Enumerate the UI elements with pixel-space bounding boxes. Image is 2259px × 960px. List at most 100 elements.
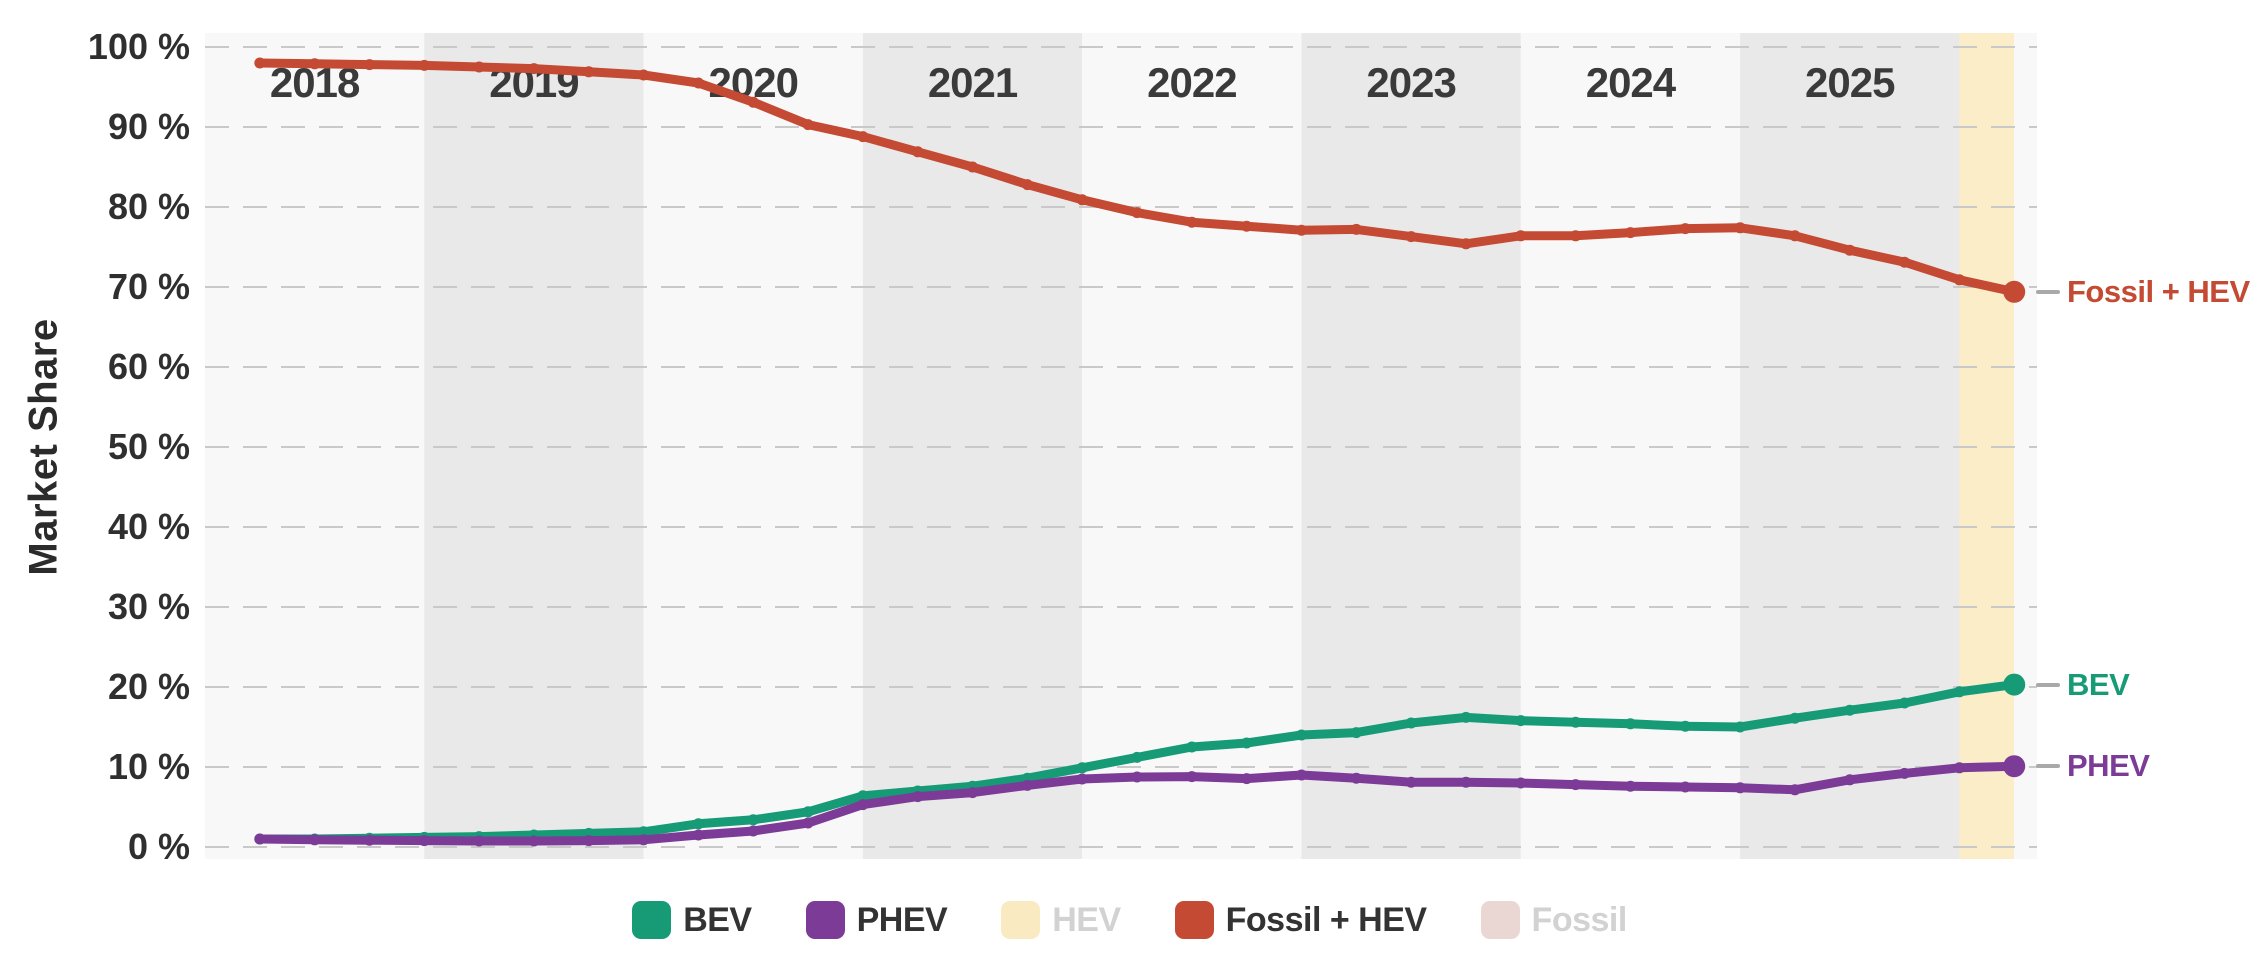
y-tick-label-10: 10 % (107, 746, 190, 787)
data-point-fossil-hev (1679, 223, 1691, 235)
data-point-fossil-hev (1405, 231, 1417, 243)
legend-item-bev[interactable]: BEV (632, 900, 752, 940)
data-point-phev (254, 833, 266, 845)
data-point-phev (1241, 773, 1253, 785)
end-point-fossil-hev (2003, 280, 2026, 303)
y-tick-label-30: 30 % (107, 586, 190, 627)
data-point-bev (1789, 712, 1801, 724)
data-point-fossil-hev (418, 59, 430, 71)
plot-tail-padding (2014, 33, 2037, 859)
end-label-text: Fossil + HEV (2067, 273, 2250, 309)
data-point-phev (1186, 771, 1198, 783)
data-point-phev (857, 799, 869, 811)
data-point-fossil-hev (1624, 227, 1636, 239)
data-point-bev (1186, 741, 1198, 753)
year-band-2022 (1082, 33, 1302, 859)
year-band-2018 (205, 33, 425, 859)
data-point-bev (802, 806, 814, 818)
data-point-fossil-hev (1296, 224, 1307, 236)
data-point-bev (692, 818, 704, 830)
legend-label-fossil-hev: Fossil + HEV (1225, 900, 1427, 939)
legend-swatch-hev (1001, 901, 1041, 939)
legend-label-bev: BEV (683, 900, 752, 939)
data-point-fossil-hev (309, 58, 321, 70)
data-point-phev (802, 817, 814, 829)
data-point-fossil-hev (1241, 220, 1253, 232)
data-point-phev (309, 834, 321, 846)
data-point-fossil-hev (1570, 230, 1582, 242)
legend-swatch-fossil-hev (1174, 901, 1214, 939)
data-point-fossil-hev (1021, 179, 1033, 191)
legend-item-phev[interactable]: PHEV (805, 900, 948, 940)
data-point-fossil-hev (747, 96, 759, 108)
end-label-text: PHEV (2067, 748, 2150, 784)
data-point-fossil-hev (638, 69, 650, 81)
data-point-fossil-hev (254, 57, 266, 69)
y-tick-label-50: 50 % (107, 426, 190, 467)
data-point-phev (1405, 776, 1417, 788)
legend-item-fossil-hev[interactable]: Fossil + HEV (1174, 900, 1427, 940)
data-point-bev (1734, 721, 1746, 733)
y-tick-label-60: 60 % (107, 346, 190, 387)
end-point-phev (2003, 755, 2026, 778)
y-tick-label-70: 70 % (107, 266, 190, 307)
data-point-fossil-hev (692, 77, 704, 89)
data-point-bev (1624, 718, 1636, 730)
data-point-fossil-hev (1515, 230, 1527, 242)
data-point-phev (363, 834, 375, 846)
data-point-fossil-hev (473, 61, 485, 73)
end-label-text: BEV (2067, 666, 2130, 702)
data-point-phev (473, 835, 485, 847)
year-label-2021: 2021 (928, 59, 1018, 106)
data-point-bev (1296, 729, 1307, 741)
data-point-bev (1460, 711, 1472, 723)
chart-plot: 2018 2019 2020 2021 2022 2023 2024 2025 (205, 33, 2037, 859)
legend-label-phev: PHEV (856, 900, 948, 939)
data-point-bev (1679, 720, 1691, 732)
data-point-bev (1241, 737, 1253, 749)
end-label-connector (2036, 289, 2060, 294)
legend-item-hev[interactable]: HEV (1001, 901, 1121, 940)
data-point-fossil-hev (1186, 216, 1198, 228)
data-point-fossil-hev (1131, 207, 1143, 219)
data-point-phev (1021, 779, 1033, 791)
data-point-phev (583, 835, 595, 847)
data-point-bev (747, 814, 759, 826)
data-point-fossil-hev (1076, 194, 1088, 206)
y-tick-label-40: 40 % (107, 506, 190, 547)
year-label-2024: 2024 (1586, 59, 1677, 106)
end-label-connector (2036, 682, 2060, 687)
legend-swatch-fossil (1480, 901, 1520, 939)
data-point-bev (1899, 697, 1911, 709)
data-point-fossil-hev (1789, 230, 1801, 242)
data-point-bev (638, 826, 650, 838)
data-point-bev (1515, 715, 1527, 727)
data-point-phev (1953, 762, 1965, 774)
series-end-label-phev: PHEV (2036, 744, 2150, 788)
year-label-2025: 2025 (1805, 59, 1895, 106)
data-point-phev (1899, 767, 1911, 779)
data-point-phev (1350, 772, 1362, 784)
data-point-phev (692, 829, 704, 841)
data-point-phev (1131, 771, 1143, 783)
data-point-phev (1789, 784, 1801, 796)
data-point-phev (528, 835, 540, 847)
data-point-phev (1296, 769, 1307, 781)
series-end-label-fossil-hev: Fossil + HEV (2036, 270, 2250, 314)
data-point-fossil-hev (583, 66, 595, 78)
data-point-bev (857, 790, 869, 802)
data-point-phev (747, 825, 759, 837)
data-point-fossil-hev (363, 59, 375, 71)
data-point-phev (912, 791, 924, 803)
data-point-bev (1131, 751, 1143, 763)
legend-item-fossil[interactable]: Fossil (1480, 901, 1627, 940)
data-point-fossil-hev (1350, 223, 1362, 235)
data-point-phev (967, 787, 979, 799)
data-point-fossil-hev (967, 161, 979, 173)
data-point-fossil-hev (1460, 238, 1472, 250)
data-point-phev (1734, 782, 1746, 794)
year-label-2023: 2023 (1366, 59, 1455, 106)
data-point-fossil-hev (1844, 244, 1856, 256)
data-point-phev (638, 834, 650, 846)
